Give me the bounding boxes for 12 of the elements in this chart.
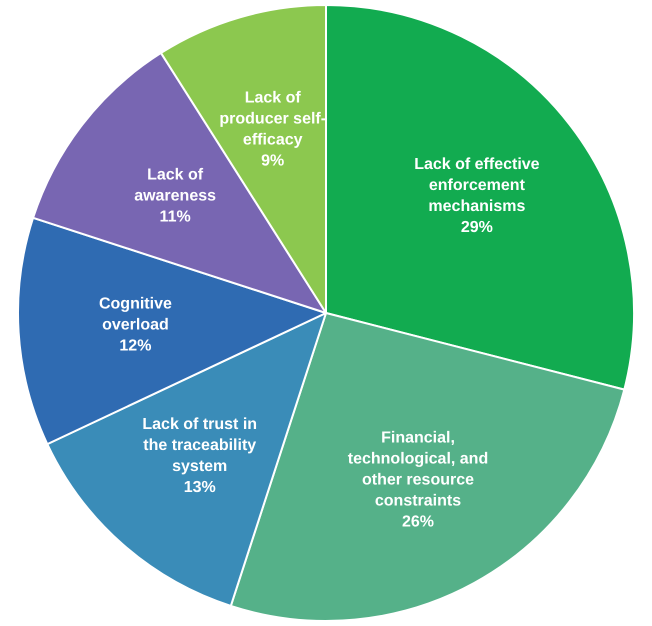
- data-label: 26%: [402, 514, 434, 531]
- data-label: 13%: [184, 479, 216, 496]
- data-label: 9%: [261, 152, 284, 170]
- data-label: 11%: [160, 208, 191, 226]
- data-label: 29%: [460, 218, 493, 236]
- slice-label: Financial, technological, and other resource constraints: [348, 430, 488, 510]
- slice-label: Lack of trust in the traceability system: [142, 416, 258, 476]
- slice-label: Lack of producer self-efficacy: [219, 90, 326, 149]
- data-label: 12%: [119, 337, 152, 354]
- slice-label: Lack of effective enforcement mechanisms: [414, 156, 540, 215]
- slice-label: Cognitive overload: [98, 295, 172, 334]
- slice-label: Lack of awareness: [134, 166, 216, 204]
